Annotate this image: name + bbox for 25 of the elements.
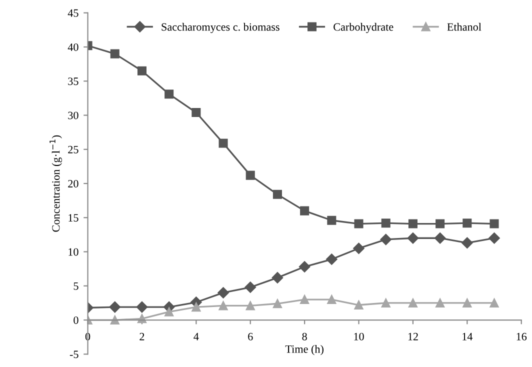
- y-tick-label: 20: [68, 180, 78, 188]
- x-tick-label: 10: [354, 332, 364, 340]
- x-axis-title: Time (h): [285, 345, 324, 356]
- y-tick-label: 0: [74, 316, 78, 324]
- legend-label: Ethanol: [447, 22, 482, 31]
- x-tick-label: 4: [194, 332, 199, 340]
- y-tick-label: 5: [74, 282, 78, 290]
- y-axis-title: Concentration (g·l$^{−1}$): [50, 135, 62, 232]
- y-tick-label: 10: [68, 248, 78, 256]
- y-tick-label: 35: [68, 78, 78, 86]
- y-tick-label: 15: [68, 214, 78, 222]
- y-tick-label: 25: [68, 146, 78, 154]
- y-tick-label: -5: [70, 350, 78, 358]
- x-tick-label: 2: [140, 332, 144, 340]
- legend-label: Saccharomyces c. biomass: [162, 22, 280, 34]
- legend-label: Carbohydrate: [334, 22, 394, 34]
- x-tick-label: 8: [302, 332, 307, 340]
- y-tick-label: 45: [68, 9, 78, 17]
- y-tick-label: 40: [68, 43, 78, 51]
- x-tick-label: 16: [516, 332, 527, 340]
- x-tick-label: 0: [85, 332, 90, 340]
- y-tick-label: 30: [68, 112, 78, 120]
- x-tick-label: 14: [462, 332, 473, 340]
- x-tick-label: 12: [408, 332, 418, 340]
- x-tick-label: 6: [248, 332, 253, 340]
